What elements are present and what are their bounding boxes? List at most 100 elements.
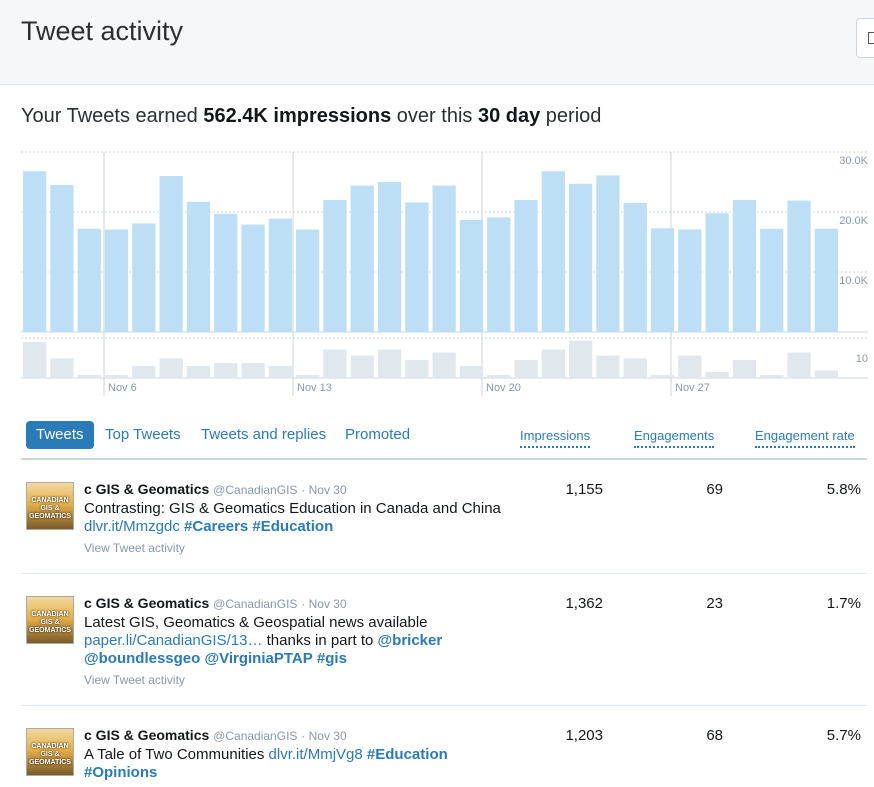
view-tweet-activity-link[interactable]: View Tweet activity [84, 673, 185, 687]
tweet-engagement-rate: 5.7% [826, 727, 861, 744]
impressions-bar [350, 185, 374, 332]
view-tweet-activity-link[interactable]: View Tweet activity [84, 541, 185, 555]
engagements-column-header[interactable]: Engagements [634, 428, 715, 448]
page-title: Tweet activity [21, 16, 184, 46]
account-handle[interactable]: @CanadianGIS [213, 483, 298, 497]
impressions-bar [132, 223, 156, 332]
tweet-header: c⁣ GIS & Geomatics @CanadianGIS · Nov 30 [84, 481, 347, 497]
tweet-text: Latest GIS, Geomatics & Geospatial news … [84, 614, 504, 668]
tweet-header: c⁣ GIS & Geomatics @CanadianGIS · Nov 30 [84, 595, 347, 611]
tweet-row[interactable]: CANADIAN GIS & GEOMATICS c⁣ GIS & Geomat… [21, 574, 867, 706]
engagement-bar [296, 375, 320, 378]
tweet-text-between: thanks in part to [266, 632, 374, 649]
tweet-hashtags[interactable]: #gis [316, 650, 347, 667]
tweet-date[interactable]: · Nov 30 [301, 729, 347, 743]
tweet-mentions[interactable]: @bricker @boundlessgeo @VirginiaPTAP [84, 632, 443, 667]
chart-labels: 30.0K 20.0K 10.0K 10 Nov 6 Nov 13 Nov 20 Nov 27 [108, 155, 869, 394]
avatar[interactable]: CANADIAN GIS & GEOMATICS [26, 728, 74, 776]
tweet-row[interactable]: CANADIAN GIS & GEOMATICS c⁣ GIS & Geomat… [21, 460, 867, 574]
engagement-bar [814, 370, 838, 378]
impressions-bar [50, 185, 74, 332]
engagement-bar [678, 355, 702, 378]
tweet-text: A Tale of Two Communities dlvr.it/MmjVg8… [84, 746, 504, 782]
tab-promoted[interactable]: Promoted [345, 426, 411, 443]
account-name[interactable]: c⁣ GIS & Geomatics [84, 595, 210, 611]
engagement-bar [732, 360, 757, 378]
engagement-bar [241, 363, 265, 378]
impressions-bar [77, 228, 101, 332]
engagement-bar [186, 366, 211, 378]
tweet-impressions: 1,203 [565, 727, 603, 744]
impressions-column-header[interactable]: Impressions [520, 428, 591, 448]
summary-period: 30 day [477, 105, 541, 127]
tweet-link[interactable]: dlvr.it/Mmzgdc [84, 518, 180, 535]
tweet-header: c⁣ GIS & Geomatics @CanadianGIS · Nov 30 [84, 727, 347, 743]
x-tick-label: Nov 20 [486, 382, 521, 394]
tweet-hashtags[interactable]: #Education #Opinions [84, 746, 448, 781]
impressions-bar [514, 200, 538, 332]
impressions-bar [241, 224, 265, 332]
engagement-bar [432, 352, 456, 378]
impressions-bar [214, 213, 238, 332]
tab-tweets[interactable]: Tweets [26, 421, 94, 449]
impressions-chart: 30.0K 20.0K 10.0K 10 Nov 6 Nov 13 Nov 20 Nov 27 [21, 151, 869, 396]
engagement-bar [541, 349, 565, 378]
impressions-bar [459, 219, 484, 332]
avatar[interactable]: CANADIAN GIS & GEOMATICS [26, 596, 74, 644]
impressions-bars [23, 171, 838, 332]
tweet-row[interactable]: CANADIAN GIS & GEOMATICS c⁣ GIS & Geomat… [21, 706, 867, 787]
impressions-bar [159, 176, 183, 332]
avatar-text: CANADIAN GIS & GEOMATICS [29, 497, 71, 520]
impressions-bar [104, 229, 129, 332]
engagement-bar [268, 366, 292, 378]
impressions-bar [186, 201, 211, 332]
impressions-bar [405, 202, 429, 332]
impressions-bar [650, 228, 675, 332]
tweet-text: Contrasting: GIS & Geomatics Education i… [84, 500, 504, 536]
tweet-link[interactable]: dlvr.it/MmjVg8 [268, 746, 363, 763]
tab-top-tweets[interactable]: Top Tweets [105, 426, 181, 443]
engagement-bar [487, 375, 511, 378]
export-button[interactable] [856, 18, 874, 58]
tweet-hashtags[interactable]: #Careers #Education [184, 518, 334, 535]
engagement-bars [23, 340, 838, 378]
engagement-bar [405, 360, 429, 378]
impressions-bar [268, 218, 292, 332]
engagement-bar [650, 375, 675, 378]
engagement-bar [623, 358, 647, 378]
tweet-date[interactable]: · Nov 30 [301, 483, 347, 497]
tab-tweets-and-replies[interactable]: Tweets and replies [201, 426, 327, 443]
engagement-bar [459, 366, 484, 378]
engagement-rate-column-header[interactable]: Engagement rate [755, 428, 855, 448]
impressions-bar [760, 228, 784, 332]
table-divider [21, 458, 867, 460]
y-tick-label: 20.0K [839, 215, 868, 227]
impressions-bar [541, 171, 565, 332]
engagement-bar [214, 363, 238, 378]
tweet-engagement-rate: 5.8% [826, 481, 861, 498]
account-handle[interactable]: @CanadianGIS [213, 729, 298, 743]
account-handle[interactable]: @CanadianGIS [213, 597, 298, 611]
impressions-bar [814, 228, 838, 332]
impressions-summary: Your Tweets earned 562.4K impressions ov… [21, 105, 601, 128]
tweet-link[interactable]: paper.li/CanadianGIS/13… [84, 632, 263, 649]
tweet-text-body: Latest GIS, Geomatics & Geospatial news … [84, 614, 428, 631]
engagement-bar [514, 360, 538, 378]
engagement-bar [350, 355, 374, 378]
engagement-bar [787, 352, 811, 378]
tweet-date[interactable]: · Nov 30 [301, 597, 347, 611]
avatar-text: CANADIAN GIS & GEOMATICS [29, 611, 71, 634]
account-name[interactable]: c⁣ GIS & Geomatics [84, 727, 210, 743]
page-header: Tweet activity [0, 0, 874, 85]
engagement-bar [377, 349, 402, 378]
tweet-engagements: 69 [706, 481, 723, 498]
engagement-bar [104, 375, 129, 378]
avatar[interactable]: CANADIAN GIS & GEOMATICS [26, 482, 74, 530]
y-tick-label: 10 [856, 353, 868, 365]
account-name[interactable]: c⁣ GIS & Geomatics [84, 481, 210, 497]
engagement-bar [760, 375, 784, 378]
tweet-engagement-rate: 1.7% [826, 595, 861, 612]
impressions-bar [705, 213, 729, 332]
tweet-engagements: 23 [706, 595, 723, 612]
impressions-bar [787, 200, 811, 332]
